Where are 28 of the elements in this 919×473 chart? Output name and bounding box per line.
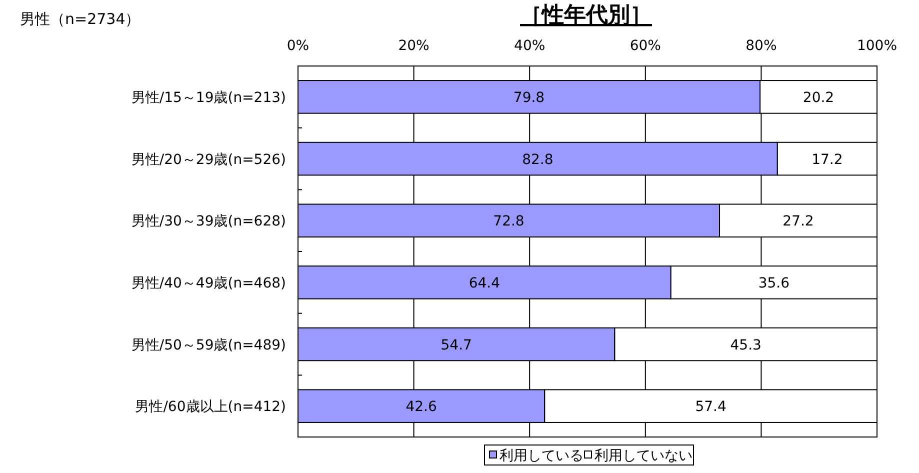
data-label: 72.8 xyxy=(493,214,524,230)
data-label: 42.6 xyxy=(406,399,438,416)
y-tick-label: 男性/20～29歳(n=526) xyxy=(131,152,286,168)
x-tick-label: 80% xyxy=(746,38,777,54)
data-label: 54.7 xyxy=(440,337,472,354)
data-label: 82.8 xyxy=(522,152,554,168)
x-tick-label: 20% xyxy=(398,38,430,54)
legend-label: 利用していない xyxy=(594,448,692,464)
data-label: 35.6 xyxy=(758,275,790,292)
data-label: 79.8 xyxy=(513,90,545,106)
y-tick-label: 男性/60歳以上(n=412) xyxy=(135,399,286,416)
x-tick-label: 0% xyxy=(286,38,310,54)
data-label: 17.2 xyxy=(812,152,843,168)
x-tick-label: 60% xyxy=(630,38,661,54)
data-label: 57.4 xyxy=(695,399,727,416)
y-tick-label: 男性/40～49歳(n=468) xyxy=(131,275,286,292)
y-tick-label: 男性/30～39歳(n=628) xyxy=(131,214,286,230)
y-tick-label: 男性/50～59歳(n=489) xyxy=(131,337,286,354)
data-label: 20.2 xyxy=(802,90,834,106)
data-label: 45.3 xyxy=(730,337,762,354)
x-tick-label: 40% xyxy=(514,38,546,54)
y-tick-label: 男性/15～19歳(n=213) xyxy=(131,90,286,106)
data-label: 27.2 xyxy=(782,214,814,230)
data-label: 64.4 xyxy=(468,275,500,292)
legend-label: 利用している xyxy=(500,448,584,464)
chart-title: ［性年代別］ xyxy=(520,3,652,28)
x-tick-label: 100% xyxy=(856,38,898,54)
text: 男性（n=2734） xyxy=(20,10,140,28)
